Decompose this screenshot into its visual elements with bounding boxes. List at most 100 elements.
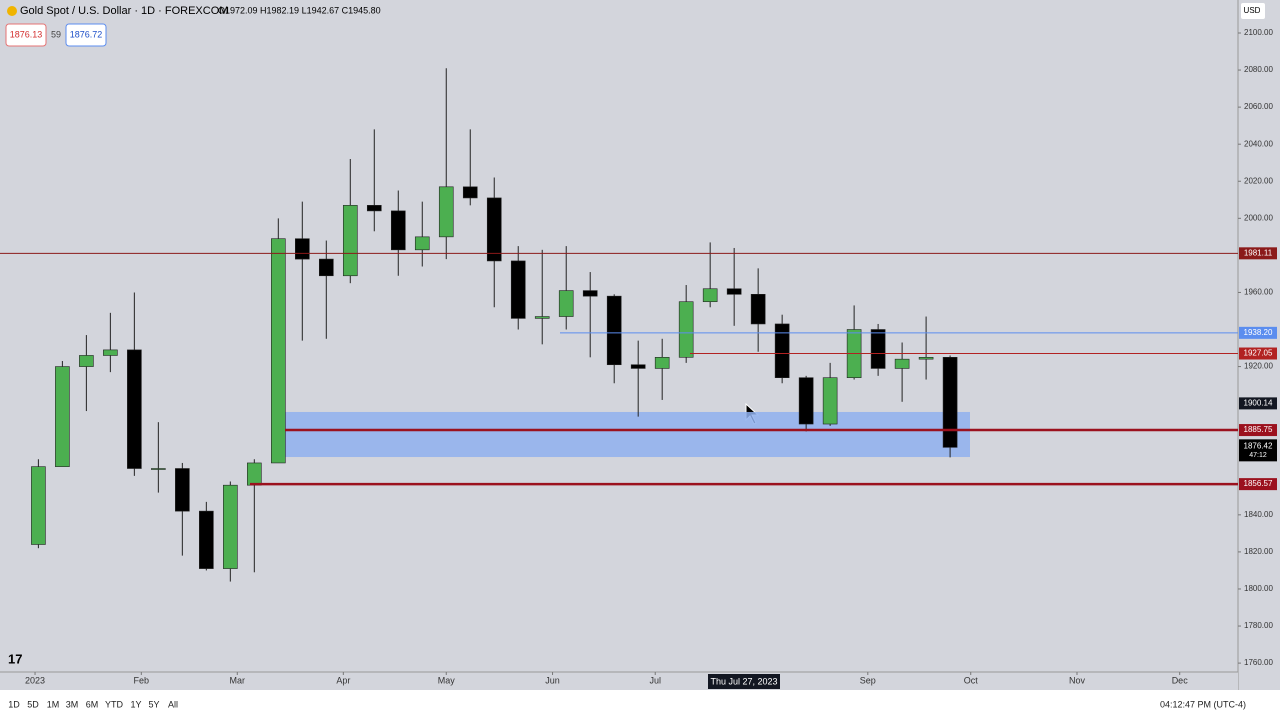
- clock: 04:12:47 PM (UTC-4): [1160, 699, 1246, 709]
- level-tag: [1239, 478, 1277, 491]
- x-tick-label: Sep: [860, 675, 876, 685]
- candle-body: [366, 205, 382, 212]
- range-button[interactable]: 1D: [8, 699, 20, 709]
- candle-body: [175, 468, 190, 512]
- range-button[interactable]: 3M: [66, 699, 79, 709]
- candle-body: [79, 355, 94, 367]
- x-tick-label: Mar: [230, 675, 246, 685]
- level-tag: [1239, 247, 1277, 260]
- candle-body: [342, 205, 358, 277]
- x-tick-label: Nov: [1069, 675, 1086, 685]
- x-tick-label: Jul: [649, 675, 661, 685]
- x-tick-label: Apr: [336, 675, 350, 685]
- level-tag: [1239, 326, 1277, 339]
- level-label: 1981.11: [1244, 248, 1273, 257]
- currency-button[interactable]: [1241, 3, 1265, 19]
- candle-body: [822, 377, 838, 425]
- currency[interactable]: USD: [1244, 6, 1261, 15]
- box-label: 1900.14: [1244, 398, 1273, 407]
- candle-body: [390, 210, 406, 251]
- sell-button[interactable]: [5, 23, 47, 47]
- y-tick-label: 1780.00: [1244, 621, 1273, 630]
- buy-button[interactable]: [65, 23, 107, 47]
- x-tick-label: Jun: [545, 675, 560, 685]
- symbol-icon: [7, 6, 17, 16]
- price-axis: [1238, 0, 1280, 690]
- y-tick-label: 1840.00: [1244, 510, 1273, 519]
- candle-body: [295, 238, 310, 260]
- candle-body: [750, 294, 766, 325]
- box-tag: [1239, 397, 1277, 410]
- candle-body: [894, 358, 910, 369]
- candle-body: [918, 357, 934, 360]
- candle-body: [151, 468, 166, 470]
- candle-body: [510, 260, 526, 319]
- sell-price[interactable]: 1876.13: [10, 29, 43, 39]
- buy-price[interactable]: 1876.72: [70, 29, 103, 39]
- y-tick-label: 2000.00: [1244, 213, 1273, 222]
- range-button[interactable]: 6M: [86, 699, 99, 709]
- level-label: 1885.75: [1244, 425, 1273, 434]
- candle-body: [870, 329, 886, 369]
- logo: 17: [8, 651, 22, 666]
- level-label: 1938.20: [1244, 328, 1273, 337]
- candle-body: [702, 288, 718, 303]
- candle-body: [798, 377, 814, 425]
- zone: [278, 411, 970, 458]
- candle-body: [654, 357, 670, 369]
- price-label: 1876.42: [1244, 441, 1273, 450]
- candle-body: [534, 316, 550, 319]
- candle-body: [318, 258, 334, 277]
- level-tag: [1239, 424, 1277, 437]
- candle-body: [558, 290, 574, 317]
- candle-body: [606, 295, 622, 366]
- candle-body: [582, 290, 598, 297]
- candle-body: [486, 197, 502, 262]
- y-tick-label: 2080.00: [1244, 65, 1273, 74]
- range-button[interactable]: YTD: [105, 699, 124, 709]
- y-tick-label: 2040.00: [1244, 139, 1273, 148]
- x-tick-label: Oct: [964, 675, 979, 685]
- range-button[interactable]: All: [168, 699, 178, 709]
- candle-body: [438, 186, 454, 238]
- spread: 59: [51, 29, 61, 39]
- y-tick-label: 1920.00: [1244, 362, 1273, 371]
- x-tick-label: May: [438, 675, 456, 685]
- candle-body: [414, 236, 430, 251]
- y-tick-label: 1820.00: [1244, 547, 1273, 556]
- candle-body: [247, 462, 262, 486]
- y-tick-label: 1800.00: [1244, 584, 1273, 593]
- price-tag: [1239, 439, 1277, 462]
- symbol: Gold Spot / U.S. Dollar · 1D · FOREXCOM: [20, 5, 228, 17]
- candle-body: [678, 301, 694, 358]
- level-tag: [1239, 347, 1277, 360]
- range-button[interactable]: 5D: [27, 699, 39, 709]
- range-button[interactable]: 5Y: [148, 699, 159, 709]
- candle-body: [127, 349, 142, 469]
- candle-body: [55, 366, 70, 467]
- y-tick-label: 2100.00: [1244, 28, 1273, 37]
- y-tick-label: 2060.00: [1244, 102, 1273, 111]
- candle-body: [199, 510, 214, 569]
- candle-body: [462, 186, 478, 199]
- ohlc: O1972.09 H1982.19 L1942.67 C1945.80: [218, 5, 381, 15]
- candle-body: [103, 349, 118, 356]
- crosshair-label: Thu Jul 27, 2023: [710, 676, 777, 686]
- crosshair-tag: [708, 674, 780, 689]
- candle-body: [31, 466, 46, 545]
- range-button[interactable]: 1Y: [130, 699, 141, 709]
- candle-body: [942, 357, 958, 448]
- level-label: 1927.05: [1244, 349, 1273, 358]
- y-tick-label: 1960.00: [1244, 288, 1273, 297]
- x-tick-label: 2023: [25, 675, 45, 685]
- x-tick-label: Feb: [134, 675, 150, 685]
- x-tick-label: Dec: [1172, 675, 1189, 685]
- level-label: 1856.57: [1244, 479, 1273, 488]
- range-button[interactable]: 1M: [47, 699, 60, 709]
- bottom-toolbar: [0, 690, 1280, 720]
- y-tick-label: 2020.00: [1244, 176, 1273, 185]
- candle-body: [774, 323, 790, 378]
- countdown: 47:12: [1249, 452, 1267, 459]
